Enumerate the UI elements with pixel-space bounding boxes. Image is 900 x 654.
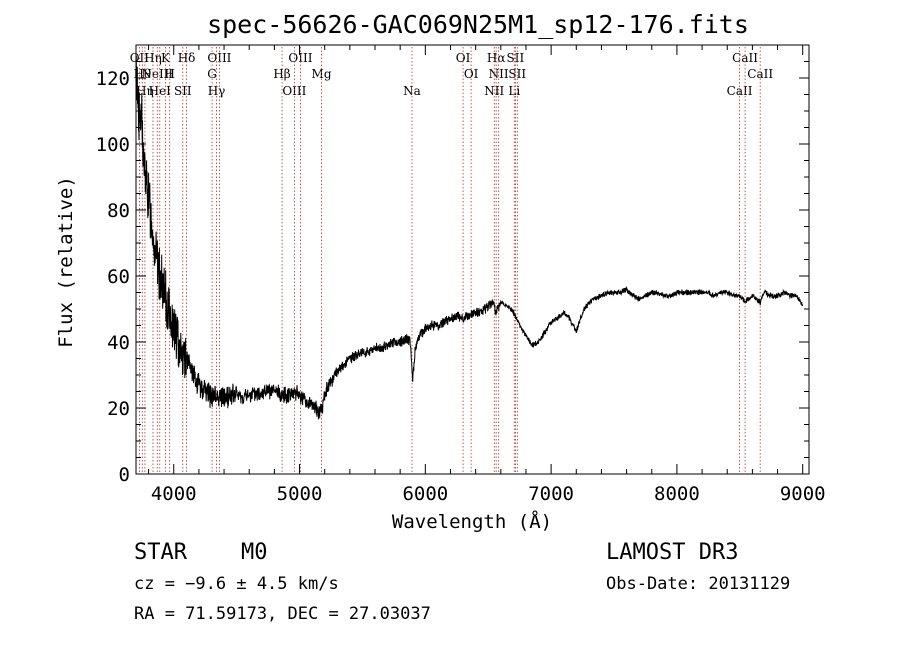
y-tick-label: 40 [107,332,130,354]
line-label: Na [403,84,421,98]
x-tick-label: 9000 [780,483,826,505]
line-label: NII [484,84,504,98]
line-label: HeI [149,84,172,98]
line-label: CaII [727,84,753,98]
redshift-cz: cz = −9.6 ± 4.5 km/s [134,574,339,594]
y-tick-label: 100 [96,134,130,156]
line-label: SII [174,84,192,98]
spectrum-series-line [135,55,804,420]
x-axis-ticks: 4000 5000 6000 7000 8000 9000 [148,45,826,505]
line-label: Hβ [273,67,290,81]
y-axis-ticks: 0 20 40 60 80 100 120 [96,61,809,486]
line-label: Hγ [208,84,226,98]
y-tick-label: 0 [119,464,130,486]
line-label: Mg [312,67,332,81]
line-label: CaII [747,67,773,81]
y-axis-label: Flux (relative) [55,176,77,348]
line-label: K [161,51,171,65]
line-label: G [207,67,217,81]
x-tick-label: 5000 [277,483,323,505]
survey-name: LAMOST DR3 [606,540,738,565]
y-tick-label: 120 [96,68,130,90]
observation-date: Obs-Date: 20131129 [606,574,790,594]
line-label: NeIII [141,67,173,81]
object-class: STAR [134,540,188,565]
y-tick-label: 20 [107,398,130,420]
line-label: NII [489,67,509,81]
plot-frame [135,44,810,475]
line-label: OIII [282,84,306,98]
emission-line-marks [138,47,761,474]
line-label: OI [464,67,479,81]
x-tick-label: 6000 [402,483,448,505]
line-label: SII [508,67,526,81]
ra-dec-coordinates: RA = 71.59173, DEC = 27.03037 [134,604,431,624]
line-label: Li [508,84,520,98]
x-tick-label: 8000 [654,483,700,505]
line-label: H [164,67,174,81]
object-subclass: M0 [241,540,268,565]
y-tick-label: 80 [107,200,130,222]
y-tick-label: 60 [107,266,130,288]
x-tick-label: 7000 [528,483,574,505]
x-axis-label: Wavelength (Å) [392,510,552,533]
x-tick-label: 4000 [151,483,197,505]
chart-title: spec-56626-GAC069N25M1_sp12-176.fits [207,10,749,39]
line-labels: OIIHθHηHηNeIIIHeIKHSIIHδGHγOIIIHβOIIIOII… [130,51,774,98]
